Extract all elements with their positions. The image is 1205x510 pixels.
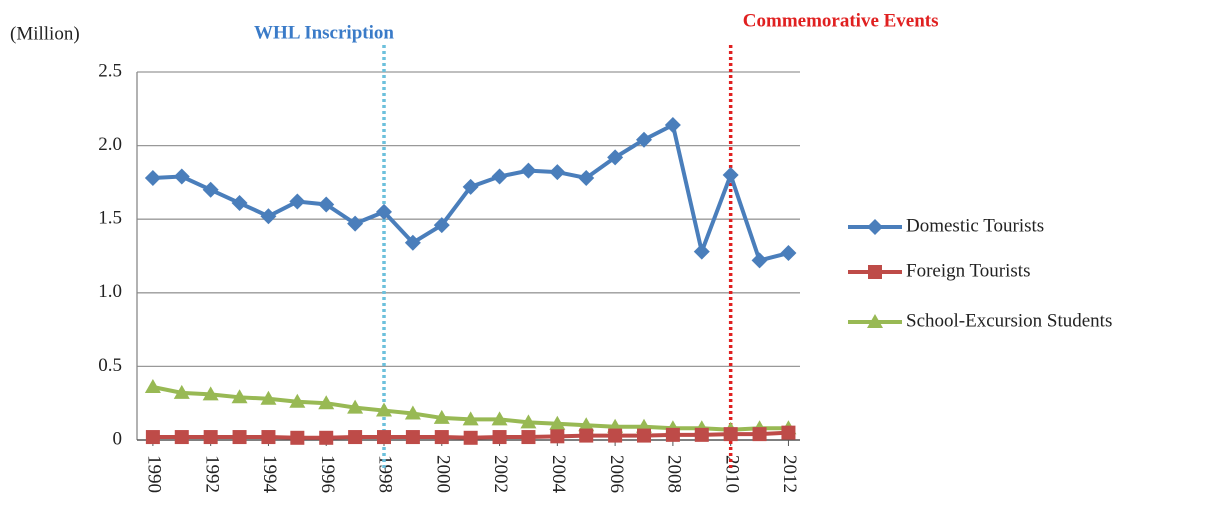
- data-point: [202, 386, 219, 401]
- data-point: [289, 193, 306, 210]
- legend-marker: [867, 314, 883, 328]
- x-tick-label: 2008: [664, 455, 685, 493]
- data-point: [318, 196, 335, 213]
- data-point: [433, 217, 450, 234]
- data-point: [260, 390, 277, 405]
- data-point: [607, 149, 624, 166]
- data-point: [578, 169, 595, 186]
- data-point: [231, 389, 248, 404]
- data-point: [491, 411, 508, 426]
- data-point: [550, 429, 565, 444]
- data-point: [492, 430, 507, 445]
- data-point: [723, 427, 738, 442]
- x-tick-label: 2006: [606, 455, 627, 493]
- data-point: [434, 430, 449, 445]
- legend-marker: [868, 265, 882, 279]
- x-tick-label: 2010: [721, 455, 742, 493]
- legend-label: School-Excursion Students: [906, 310, 1112, 331]
- data-point: [232, 430, 247, 445]
- data-point: [694, 427, 709, 442]
- legend-label: Foreign Tourists: [906, 260, 1030, 281]
- data-point: [636, 131, 652, 148]
- data-point: [144, 169, 161, 186]
- x-tick-label: 2012: [779, 455, 800, 493]
- data-point: [404, 405, 421, 420]
- data-point: [578, 417, 595, 432]
- data-point: [404, 234, 421, 251]
- data-point: [348, 430, 363, 445]
- data-point: [549, 164, 566, 181]
- data-point: [579, 428, 594, 443]
- data-point: [780, 245, 797, 262]
- x-tick-label: 1998: [375, 455, 396, 493]
- x-tick-label: 2002: [490, 455, 511, 493]
- data-point: [751, 252, 768, 269]
- x-tick-label: 1992: [201, 455, 222, 493]
- data-point: [521, 430, 536, 445]
- data-point: [520, 414, 537, 429]
- data-point: [231, 195, 248, 212]
- data-point: [289, 393, 306, 408]
- data-point: [433, 409, 450, 424]
- data-point: [347, 399, 364, 414]
- data-point: [463, 430, 478, 445]
- data-point: [722, 167, 739, 184]
- data-point: [261, 430, 276, 445]
- data-point: [549, 415, 566, 430]
- y-tick-label: 2.0: [98, 134, 122, 155]
- legend-label: Domestic Tourists: [906, 215, 1044, 236]
- data-point: [462, 178, 479, 195]
- y-tick-label: 1.0: [98, 281, 122, 302]
- data-point: [290, 430, 305, 445]
- data-point: [173, 384, 190, 399]
- data-point: [405, 430, 420, 445]
- data-point: [174, 430, 189, 445]
- data-point: [318, 395, 335, 410]
- data-point: [260, 208, 277, 225]
- data-point: [145, 430, 160, 445]
- data-point: [637, 428, 651, 443]
- annotation-text: WHL Inscription: [254, 22, 394, 43]
- data-point: [203, 430, 218, 445]
- x-tick-label: 2004: [548, 455, 569, 494]
- y-tick-label: 2.5: [98, 60, 122, 81]
- data-point: [462, 411, 479, 426]
- x-tick-label: 1990: [144, 455, 165, 493]
- y-axis-label: (Million): [10, 23, 80, 44]
- legend-marker: [867, 219, 883, 235]
- annotation-text: Commemorative Events: [743, 10, 939, 31]
- data-point: [376, 402, 392, 417]
- data-point: [693, 243, 710, 260]
- data-point: [491, 168, 508, 185]
- y-tick-label: 0: [113, 428, 123, 449]
- data-point: [144, 379, 161, 394]
- data-point: [319, 430, 334, 445]
- data-point: [377, 430, 391, 445]
- x-tick-label: 2000: [432, 455, 453, 493]
- data-point: [173, 168, 190, 185]
- data-point: [376, 203, 392, 220]
- data-point: [608, 428, 623, 443]
- data-point: [665, 427, 680, 442]
- y-tick-label: 1.5: [98, 208, 122, 229]
- x-tick-label: 1994: [259, 455, 280, 494]
- x-tick-label: 1996: [317, 455, 338, 493]
- data-point: [781, 425, 796, 440]
- data-point: [202, 181, 219, 198]
- data-point: [347, 215, 364, 232]
- data-point: [752, 427, 767, 442]
- y-tick-label: 0.5: [98, 355, 122, 376]
- data-point: [664, 116, 681, 133]
- data-point: [520, 162, 537, 179]
